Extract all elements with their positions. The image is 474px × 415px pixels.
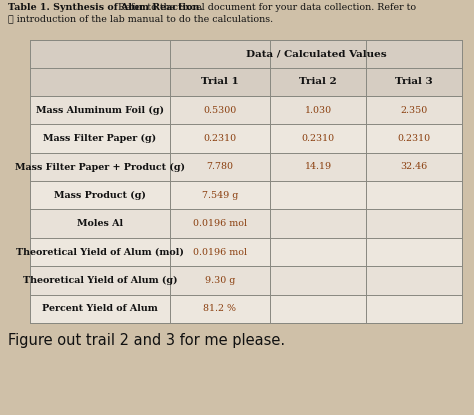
Text: 14.19: 14.19 (304, 162, 331, 171)
Text: 0.2310: 0.2310 (397, 134, 430, 143)
Bar (30, 210, 462, 238)
Bar (30, 68, 462, 96)
Text: Figure out trail 2 and 3 for me please.: Figure out trail 2 and 3 for me please. (8, 333, 285, 348)
Text: Mass Filter Paper (g): Mass Filter Paper (g) (44, 134, 156, 143)
Text: 81.2 %: 81.2 % (203, 304, 237, 313)
Bar (30, 181, 462, 210)
Text: Mass Product (g): Mass Product (g) (54, 191, 146, 200)
Text: 0.2310: 0.2310 (203, 134, 237, 143)
Text: 1.030: 1.030 (304, 106, 331, 115)
Text: 7.549 g: 7.549 g (202, 191, 238, 200)
Text: Moles Al: Moles Al (77, 219, 123, 228)
Text: Mass Aluminum Foil (g): Mass Aluminum Foil (g) (36, 106, 164, 115)
Text: Refer to the Excel document for your data collection. Refer to: Refer to the Excel document for your dat… (115, 3, 416, 12)
Bar (30, 40, 462, 323)
Text: Theoretical Yield of Alum (g): Theoretical Yield of Alum (g) (23, 276, 177, 285)
Text: Trial 3: Trial 3 (395, 78, 433, 86)
Text: 9.30 g: 9.30 g (205, 276, 235, 285)
Text: ⨁ introduction of the lab manual to do the calculations.: ⨁ introduction of the lab manual to do t… (8, 14, 273, 23)
Text: 0.0196 mol: 0.0196 mol (193, 248, 247, 256)
Bar (30, 238, 462, 266)
Text: 7.780: 7.780 (207, 162, 234, 171)
Text: Table 1. Synthesis of Alum Reaction.: Table 1. Synthesis of Alum Reaction. (8, 3, 203, 12)
Text: 0.5300: 0.5300 (203, 106, 237, 115)
Text: Trial 1: Trial 1 (201, 78, 239, 86)
Bar (30, 96, 462, 124)
Text: Data / Calculated Values: Data / Calculated Values (246, 49, 386, 59)
Bar (30, 124, 462, 153)
Bar (30, 40, 462, 68)
Text: Mass Filter Paper + Product (g): Mass Filter Paper + Product (g) (15, 162, 185, 171)
Text: Percent Yield of Alum: Percent Yield of Alum (42, 304, 158, 313)
Text: 32.46: 32.46 (401, 162, 428, 171)
Text: Theoretical Yield of Alum (mol): Theoretical Yield of Alum (mol) (16, 248, 184, 256)
Text: 0.2310: 0.2310 (301, 134, 335, 143)
Bar (30, 40, 462, 323)
Bar (30, 295, 462, 323)
Text: 0.0196 mol: 0.0196 mol (193, 219, 247, 228)
Text: Trial 2: Trial 2 (299, 78, 337, 86)
Bar (30, 153, 462, 181)
Bar (30, 266, 462, 295)
Text: 2.350: 2.350 (401, 106, 428, 115)
